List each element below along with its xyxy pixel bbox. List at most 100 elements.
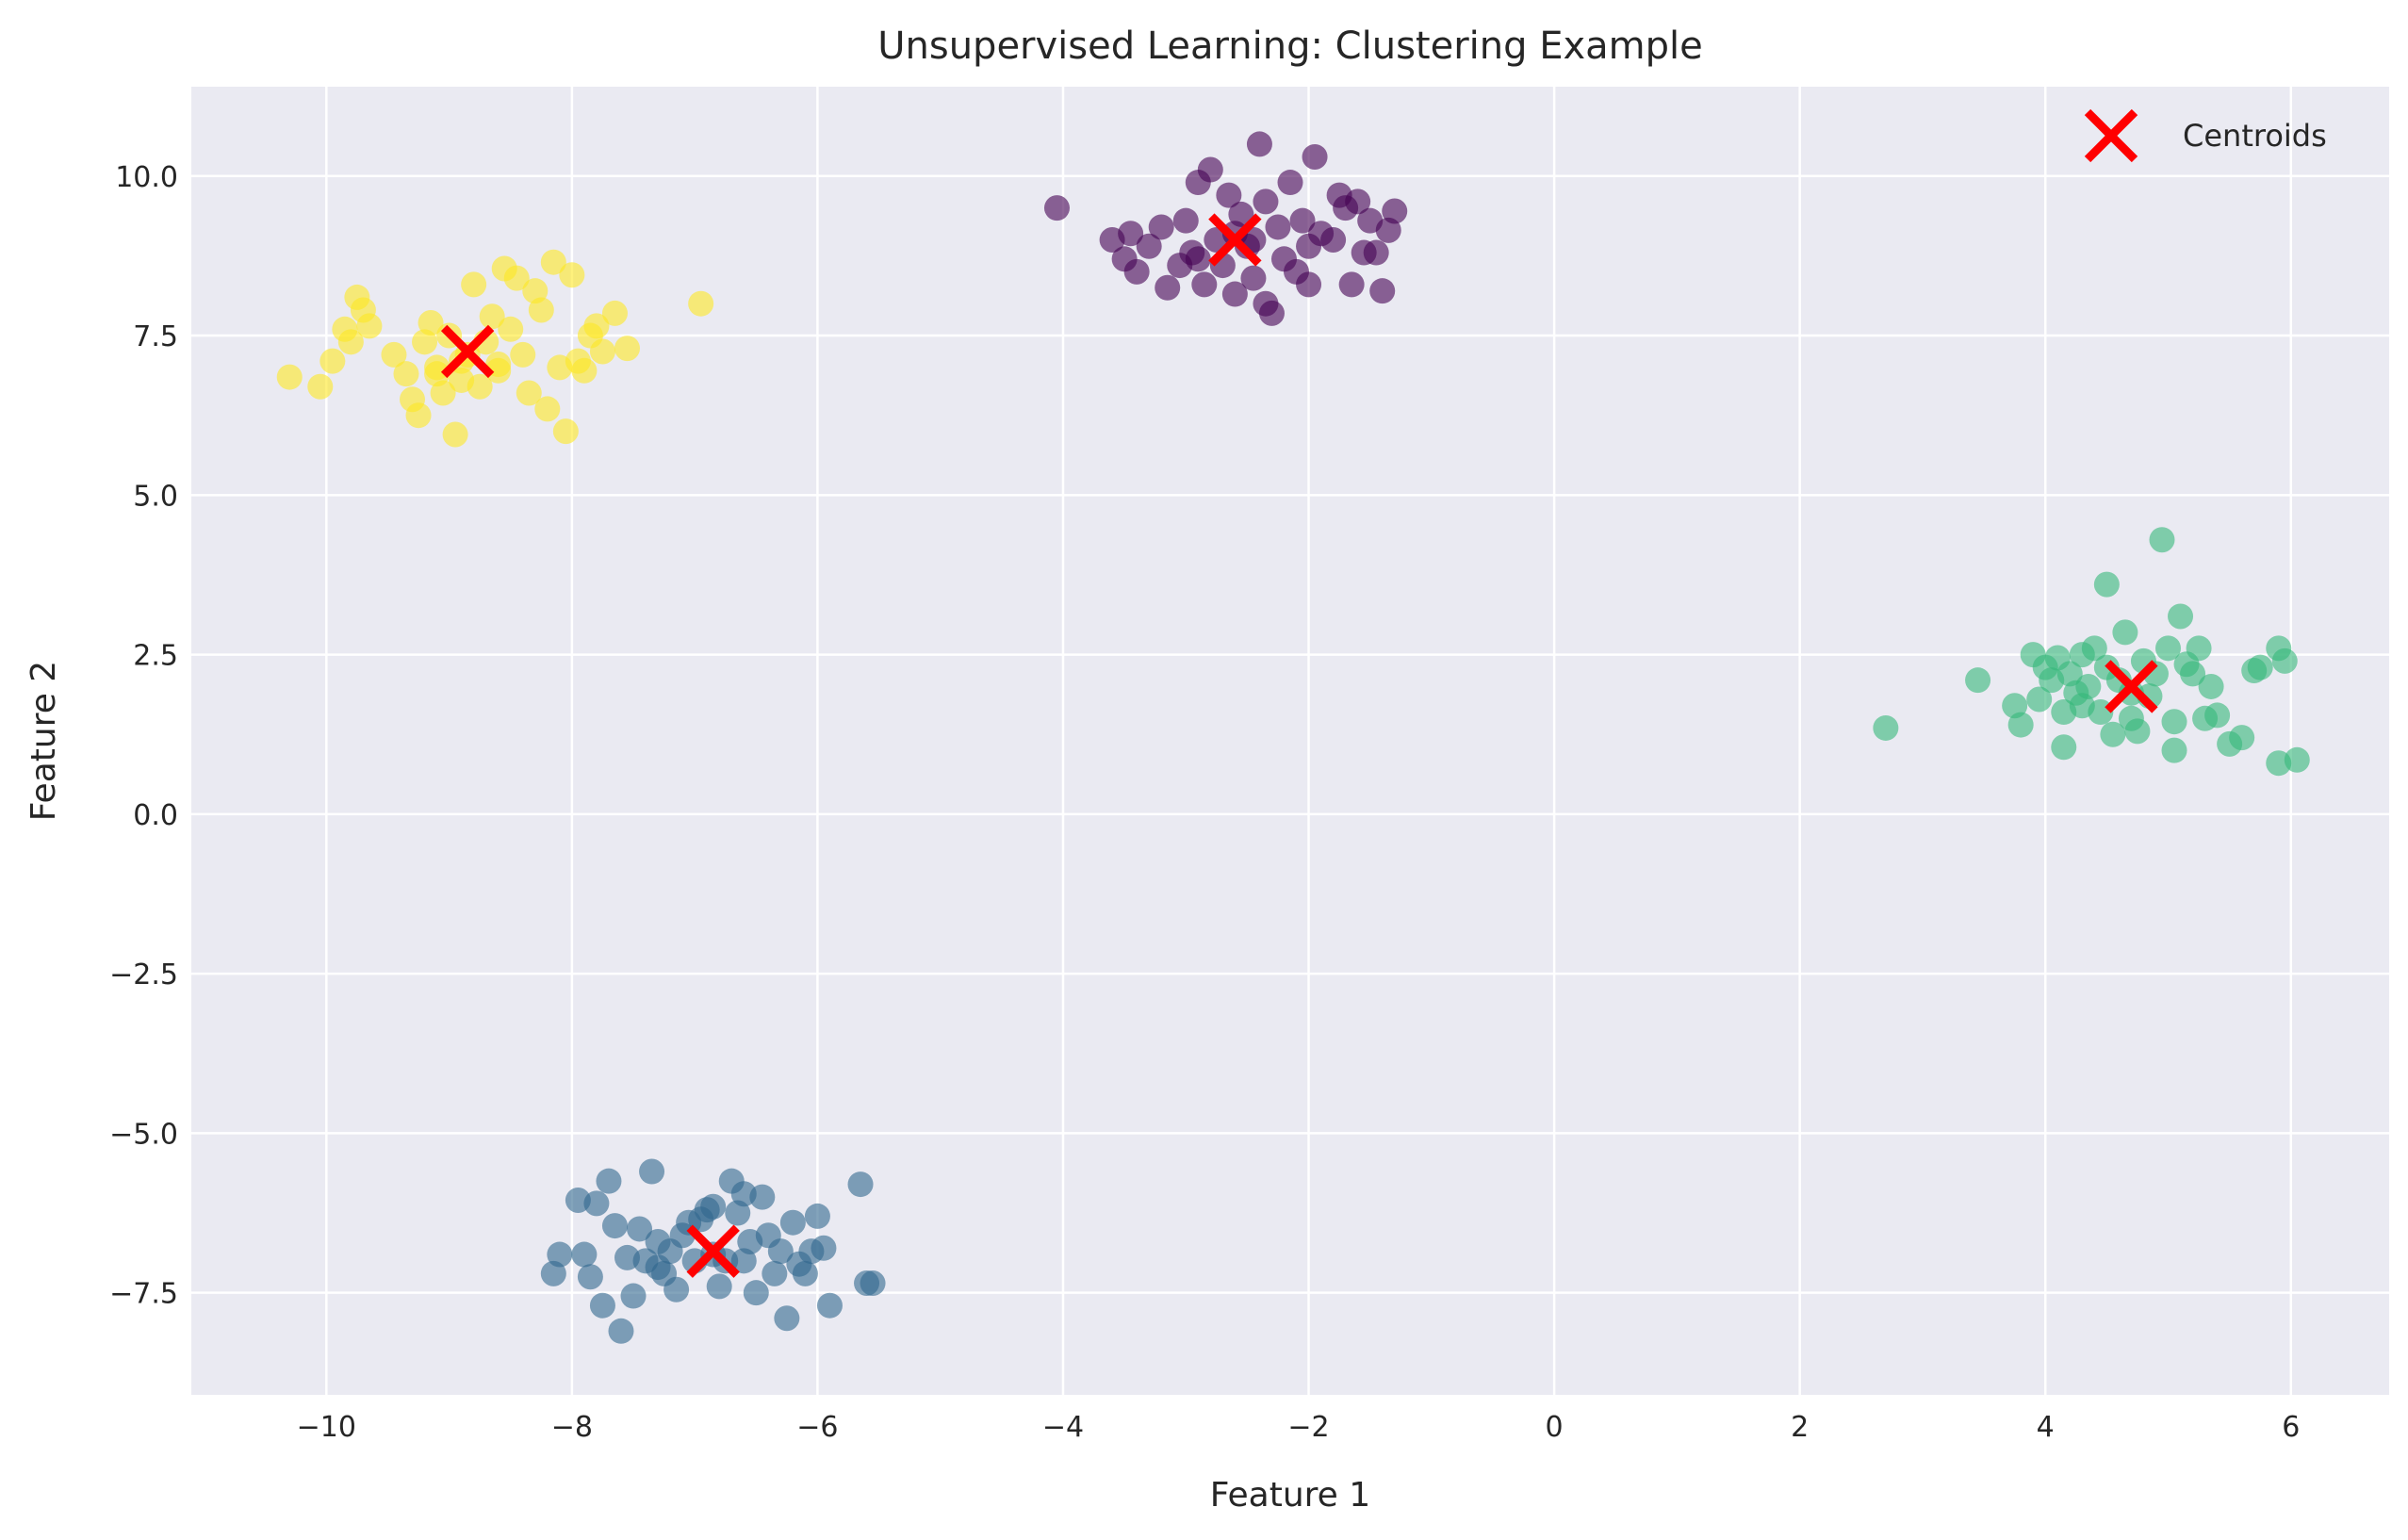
cluster-0-point <box>1197 156 1223 183</box>
cluster-2-point <box>2093 571 2120 598</box>
cluster-2-point <box>2069 693 2095 719</box>
cluster-0-point <box>1296 271 1322 298</box>
cluster-3-point <box>412 329 438 355</box>
cluster-0-point <box>1382 198 1408 224</box>
cluster-0-point <box>1320 226 1347 253</box>
cluster-1-point <box>847 1171 874 1198</box>
scatter-points <box>276 131 2310 1344</box>
chart-title: Unsupervised Learning: Clustering Exampl… <box>877 25 1703 68</box>
cluster-3-point <box>540 249 566 275</box>
y-tick-label: 10.0 <box>115 161 178 194</box>
cluster-3-point <box>534 396 561 422</box>
cluster-3-point <box>381 341 407 368</box>
cluster-1-point <box>627 1216 653 1242</box>
grid <box>191 87 2389 1395</box>
cluster-0-point <box>1172 207 1199 234</box>
cluster-2-point <box>2002 693 2028 719</box>
cluster-0-point <box>1258 300 1285 326</box>
cluster-0-point <box>1338 271 1365 298</box>
cluster-2-point <box>2112 619 2138 646</box>
cluster-1-point <box>860 1270 886 1297</box>
cluster-2-point <box>2124 718 2151 745</box>
cluster-1-point <box>700 1193 727 1220</box>
cluster-2-point <box>2056 661 2083 687</box>
y-tick-label: 7.5 <box>133 320 178 353</box>
cluster-3-point <box>614 336 640 362</box>
centroid-marker <box>686 1224 740 1278</box>
cluster-3-point <box>393 361 419 387</box>
cluster-3-point <box>430 380 456 406</box>
y-tick-label: 5.0 <box>133 480 178 513</box>
cluster-1-point <box>583 1190 610 1217</box>
cluster-3-point <box>571 357 598 384</box>
cluster-1-point <box>762 1260 788 1286</box>
cluster-1-point <box>743 1280 769 1306</box>
cluster-0-point <box>1253 188 1279 215</box>
cluster-2-point <box>2007 712 2034 738</box>
cluster-3-point <box>356 313 383 339</box>
cluster-2-point <box>2168 603 2194 630</box>
cluster-3-point <box>559 262 585 288</box>
cluster-2-point <box>2186 635 2212 662</box>
cluster-3-point <box>528 297 554 323</box>
cluster-3-point <box>601 300 628 326</box>
cluster-2-point <box>2081 635 2107 662</box>
cluster-3-point <box>503 265 530 291</box>
cluster-3-point <box>276 364 303 390</box>
cluster-1-point <box>620 1283 647 1309</box>
cluster-2-point <box>2161 709 2187 735</box>
cluster-2-point <box>2271 647 2298 674</box>
centroid-marker <box>1208 213 1262 267</box>
x-axis-title: Feature 1 <box>1210 1476 1370 1515</box>
cluster-1-point <box>645 1254 671 1281</box>
y-tick-labels: −7.5 −5.0 −2.5 0.0 2.5 5.0 7.5 10.0 <box>109 161 178 1311</box>
cluster-1-point <box>639 1158 665 1185</box>
cluster-3-point <box>442 421 468 448</box>
y-tick-label: −2.5 <box>109 958 178 991</box>
centroid-marker <box>2105 660 2158 713</box>
cluster-0-point <box>1185 246 1211 272</box>
centroid-marker <box>440 324 495 379</box>
x-tick-label: 4 <box>2037 1411 2055 1444</box>
cluster-2-point <box>2247 654 2273 680</box>
cluster-2-point <box>1873 714 1899 741</box>
cluster-1-point <box>804 1203 830 1229</box>
cluster-0-point <box>1148 214 1174 240</box>
cluster-1-point <box>601 1213 628 1239</box>
cluster-1-point <box>540 1260 566 1286</box>
cluster-0-point <box>1123 258 1150 285</box>
cluster-1-point <box>571 1241 598 1268</box>
legend-centroid-marker <box>2084 108 2138 163</box>
cluster-3-point <box>461 271 487 298</box>
cluster-0-point <box>1289 207 1316 234</box>
cluster-1-point <box>596 1168 622 1194</box>
cluster-0-point <box>1240 265 1267 291</box>
plot-area <box>191 87 2389 1395</box>
cluster-0-point <box>1228 201 1254 227</box>
cluster-3-point <box>479 303 505 330</box>
cluster-3-point <box>424 361 450 387</box>
x-tick-label: 6 <box>2282 1411 2300 1444</box>
cluster-1-point <box>779 1209 806 1236</box>
cluster-1-point <box>706 1273 732 1300</box>
cluster-1-point <box>577 1264 603 1290</box>
y-axis-title: Feature 2 <box>25 661 63 821</box>
cluster-3-point <box>589 338 615 365</box>
cluster-2-point <box>2149 527 2175 553</box>
x-tick-label: −2 <box>1287 1411 1329 1444</box>
cluster-0-point <box>1191 271 1218 298</box>
cluster-3-point <box>498 316 524 342</box>
cluster-0-point <box>1363 239 1389 266</box>
cluster-1-point <box>749 1184 776 1210</box>
cluster-3-point <box>418 310 444 336</box>
y-tick-label: −5.0 <box>109 1118 178 1151</box>
x-tick-label: −8 <box>551 1411 593 1444</box>
legend-x-mark <box>2084 108 2138 163</box>
cluster-1-point <box>663 1276 690 1302</box>
x-tick-label: −4 <box>1042 1411 1084 1444</box>
cluster-0-point <box>1265 214 1291 240</box>
cluster-0-point <box>1221 281 1248 307</box>
cluster-0-point <box>1136 233 1162 259</box>
cluster-2-point <box>2075 673 2102 699</box>
